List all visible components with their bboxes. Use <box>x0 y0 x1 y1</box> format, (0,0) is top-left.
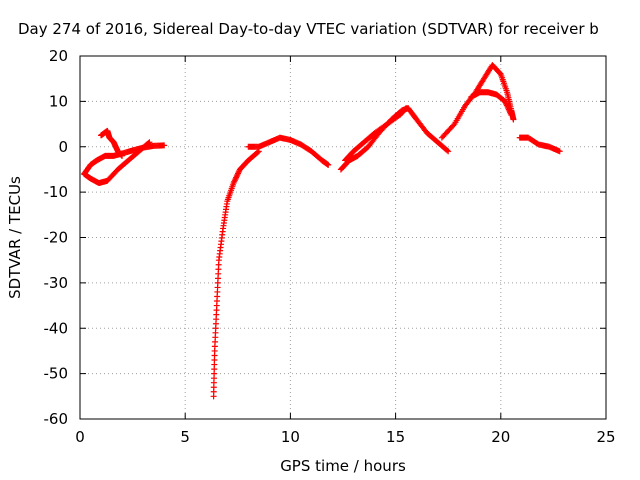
data-point <box>119 152 126 159</box>
series-early-spike <box>98 127 126 159</box>
data-point <box>402 105 409 112</box>
x-tick-label: 5 <box>180 428 190 446</box>
y-tick-label: -20 <box>44 229 69 247</box>
data-point <box>445 148 452 155</box>
data-point <box>235 169 242 176</box>
y-tick-label: -40 <box>44 319 69 337</box>
x-tick-label: 25 <box>596 428 615 446</box>
data-point <box>401 106 408 113</box>
data-point <box>233 173 240 180</box>
x-tick-label: 10 <box>281 428 300 446</box>
series-hump-10h <box>245 134 332 168</box>
y-tick-label: -30 <box>44 274 69 292</box>
series-plateau-19h <box>468 89 515 118</box>
y-tick-label: 10 <box>49 92 68 110</box>
series-early-upper <box>81 142 168 177</box>
data-point <box>502 99 509 106</box>
ticks-layer: 0 5 10 15 20 25 20 10 0 -10 -20 -30 -40 -50 -60 <box>44 47 616 446</box>
x-tick-label: 15 <box>386 428 405 446</box>
x-tick-label: 20 <box>491 428 510 446</box>
data-point <box>231 177 238 184</box>
y-tick-label: -50 <box>44 365 69 383</box>
y-tick-label: 0 <box>58 138 68 156</box>
y-tick-label: -60 <box>44 410 69 428</box>
data-point <box>231 178 238 185</box>
y-tick-label: 20 <box>49 47 68 65</box>
grid-layer <box>80 56 606 419</box>
data-point <box>556 148 563 155</box>
chart-title: Day 274 of 2016, Sidereal Day-to-day VTE… <box>18 20 599 38</box>
data-point <box>510 116 517 123</box>
data-point <box>146 139 153 146</box>
data-point <box>145 140 152 147</box>
x-tick-label: 0 <box>75 428 85 446</box>
series-late-descent <box>516 134 563 155</box>
data-point <box>230 180 237 187</box>
data-point <box>503 101 510 108</box>
data-point <box>233 174 240 181</box>
plot-frame <box>79 55 607 420</box>
data-point <box>450 122 457 129</box>
data-point <box>505 105 512 112</box>
data-point <box>325 161 332 168</box>
data-point <box>232 175 239 182</box>
data-point <box>507 109 514 116</box>
data-point <box>505 106 512 113</box>
series-deep-dip <box>210 148 262 400</box>
data-point <box>502 98 509 105</box>
y-axis-label: SDTVAR / TECUs <box>6 176 24 299</box>
points-layer <box>81 62 563 400</box>
data-point <box>403 105 410 112</box>
x-axis-label: GPS time / hours <box>280 457 406 475</box>
data-point <box>504 103 511 110</box>
data-point <box>444 147 451 154</box>
data-point <box>507 110 514 117</box>
series-rise-to-15h <box>337 105 452 173</box>
data-point <box>508 111 515 118</box>
data-point <box>506 107 513 114</box>
y-tick-label: -10 <box>44 183 69 201</box>
data-point <box>254 149 261 156</box>
series-second-branch <box>342 105 410 164</box>
data-point <box>503 102 510 109</box>
data-point <box>235 170 242 177</box>
series-early-lower <box>81 139 153 187</box>
data-point <box>234 171 241 178</box>
data-point <box>161 142 168 149</box>
